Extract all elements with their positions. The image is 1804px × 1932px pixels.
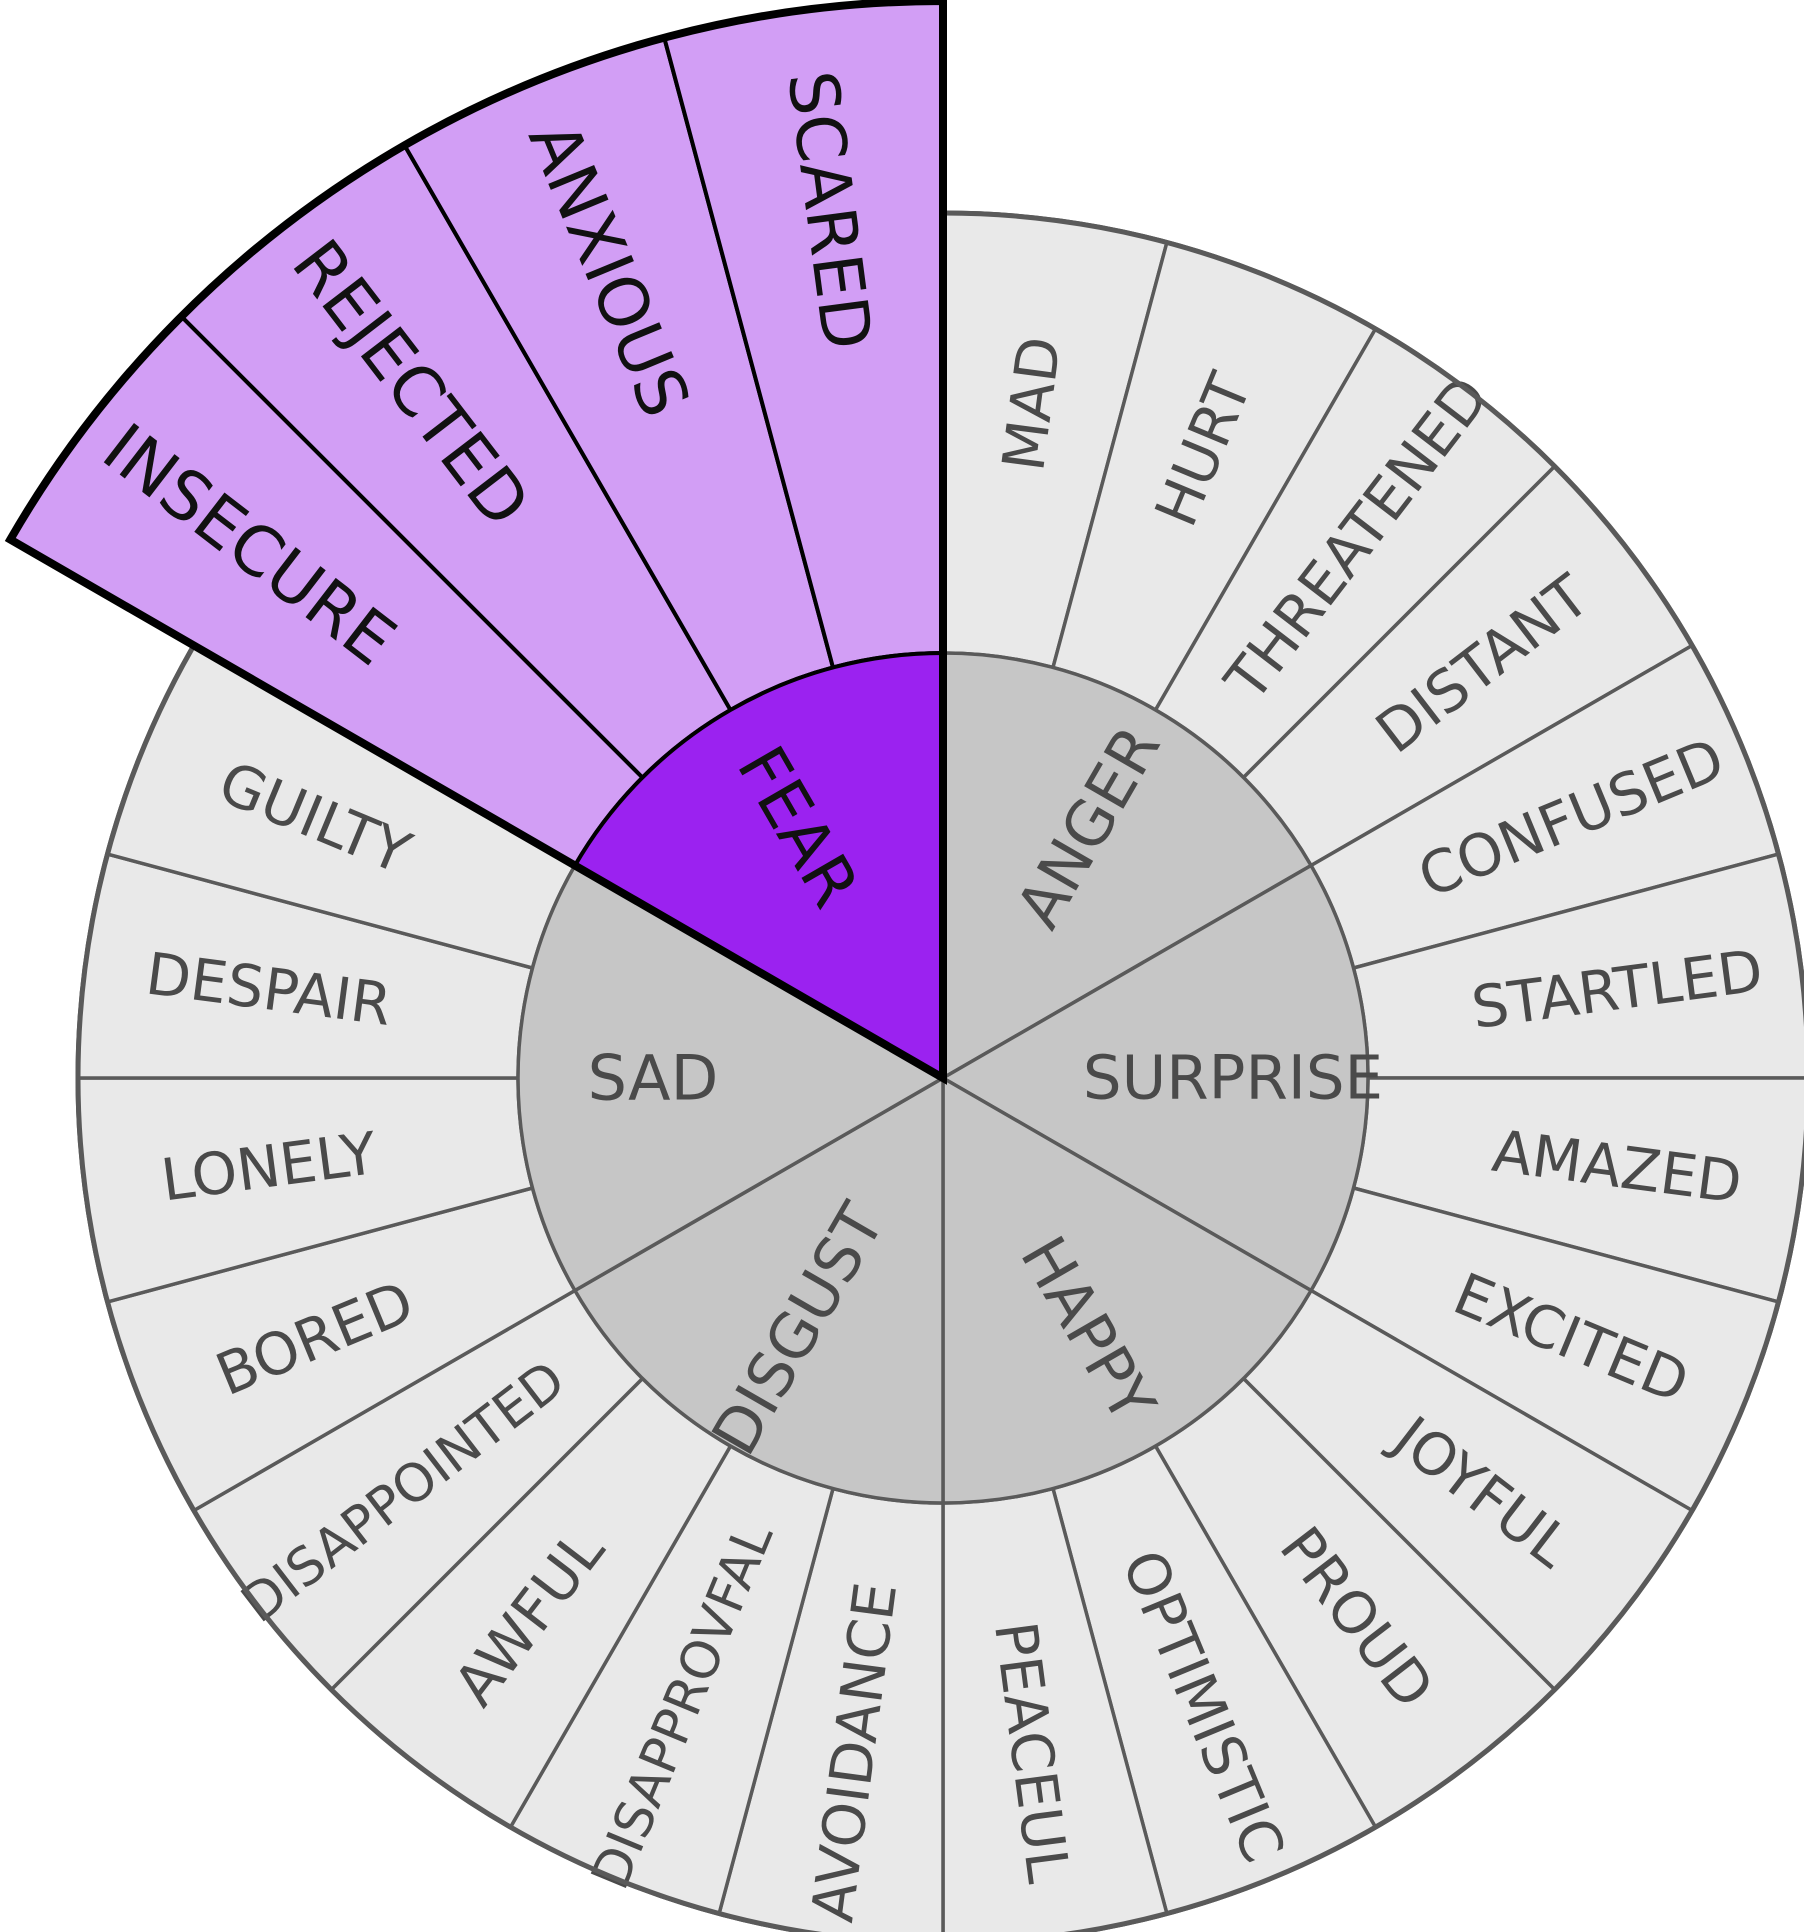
core-segment-happy[interactable] bbox=[941, 1074, 1314, 1505]
core-label-surprise: SURPRISE bbox=[1083, 1043, 1383, 1114]
selected-sector-outline bbox=[4, 0, 947, 1085]
core-segment-anger[interactable] bbox=[941, 651, 1314, 1082]
core-segment-fear[interactable] bbox=[572, 650, 945, 1082]
core-segment-surprise[interactable] bbox=[939, 863, 1370, 1293]
core-label-sad: SAD bbox=[588, 1042, 719, 1115]
core-segment-disgust[interactable] bbox=[572, 1074, 945, 1505]
core-segment-sad[interactable] bbox=[516, 863, 947, 1293]
